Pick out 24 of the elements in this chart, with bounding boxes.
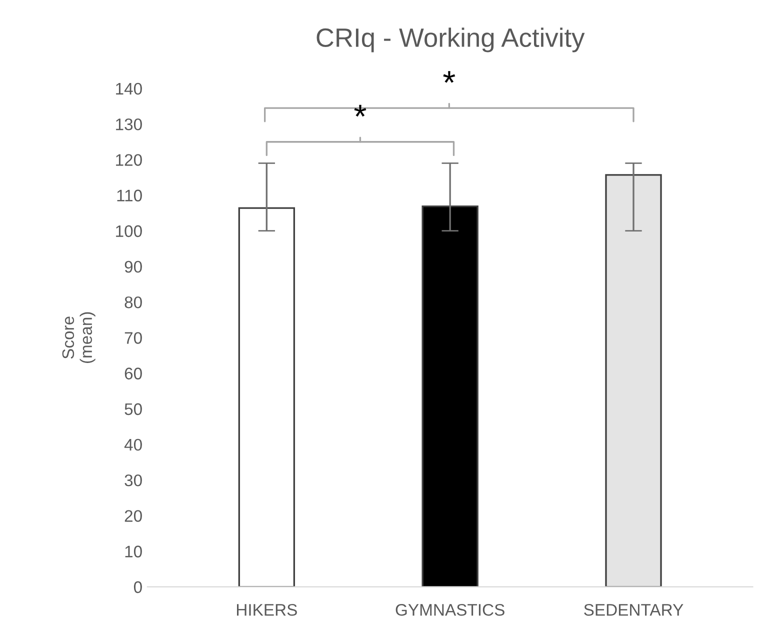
y-tick-label: 80	[124, 296, 142, 308]
y-tick-label: 20	[124, 510, 142, 522]
y-tick-label: 10	[125, 546, 142, 558]
y-tick-label: 110	[117, 190, 142, 202]
y-tick-label: 90	[124, 260, 142, 273]
y-tick-label: 130	[116, 118, 142, 130]
text: *	[443, 71, 456, 83]
y-tick-label: 30	[124, 474, 142, 486]
y-tick-label: 120	[116, 154, 142, 166]
y-axis-title: Score (mean)	[62, 312, 96, 364]
bar	[238, 207, 296, 587]
x-tick-label: SEDENTARY	[584, 604, 684, 616]
y-tick-label: 70	[124, 332, 142, 344]
y-tick-label: 60	[124, 368, 142, 380]
bar	[422, 205, 478, 587]
y-tick-label: 140	[116, 82, 142, 95]
annotation: *	[354, 104, 366, 117]
chart-title: CRIq - Working Activity	[316, 28, 585, 52]
x-tick-label: GYMNASTICS	[396, 604, 504, 616]
y-tick-label: 50	[124, 403, 142, 416]
y-tick-label: 40	[124, 438, 142, 451]
y-tick-label: 100	[116, 225, 142, 238]
x-tick-label: HIKERS	[237, 604, 297, 616]
y-tick-label: 0	[134, 581, 142, 594]
